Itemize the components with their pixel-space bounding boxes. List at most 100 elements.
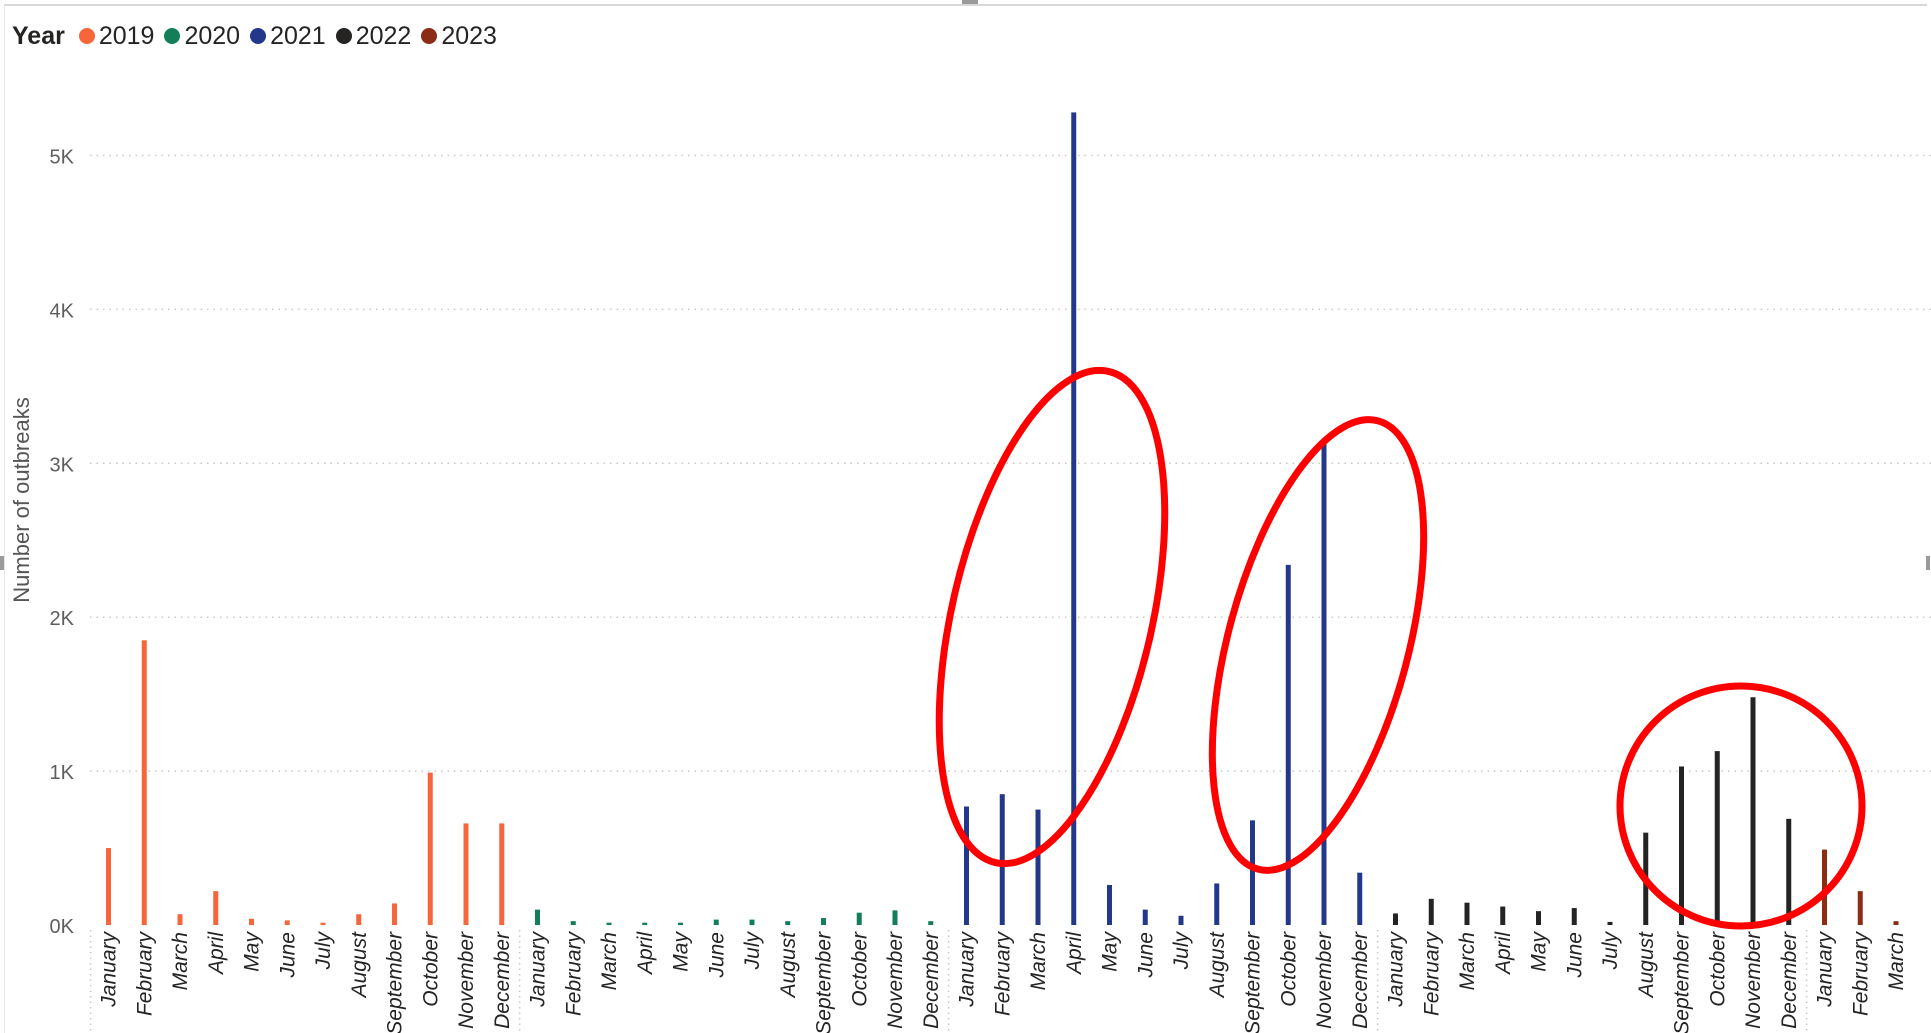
bar [1357, 872, 1363, 925]
x-tick-label: December [1778, 931, 1801, 1029]
x-tick-label: September [1242, 931, 1265, 1033]
x-tick-label: September [813, 931, 836, 1033]
legend-item-2019[interactable]: 2019 [78, 22, 154, 51]
annotation-ellipse [935, 366, 1169, 868]
x-tick-label: May [1528, 931, 1551, 972]
x-tick-label: January [98, 931, 121, 1008]
bar [1035, 809, 1041, 925]
legend-dot-icon [250, 28, 267, 44]
y-tick-label: 1K [50, 762, 75, 784]
x-tick-label: June [1563, 932, 1586, 979]
bar [284, 920, 290, 925]
y-tick-label: 2K [50, 608, 75, 630]
bar [606, 922, 612, 925]
x-tick-label: May [241, 931, 264, 972]
legend-item-2023[interactable]: 2023 [421, 22, 497, 51]
resize-handle-left[interactable] [0, 556, 4, 570]
x-tick-label: February [991, 931, 1014, 1017]
bar [856, 912, 862, 925]
x-tick-label: September [384, 931, 407, 1033]
x-tick-label: October [848, 931, 871, 1007]
bar [1285, 564, 1291, 925]
bar [427, 772, 433, 925]
bar [892, 910, 898, 925]
bar [499, 823, 505, 925]
bar [749, 919, 755, 925]
bar [1679, 766, 1684, 925]
resize-handle-top[interactable] [962, 0, 978, 4]
x-tick-label: February [133, 931, 156, 1017]
bar [535, 909, 540, 925]
x-tick-label: July [741, 931, 764, 971]
bar [1071, 112, 1077, 925]
bar [642, 922, 648, 925]
x-tick-label: August [1635, 931, 1658, 1000]
x-tick-label: May [670, 931, 693, 972]
bar [1500, 906, 1506, 925]
bar [928, 921, 934, 925]
legend-dot-icon [421, 28, 438, 44]
x-tick-label: March [1456, 932, 1479, 990]
bar [785, 921, 791, 925]
bar [678, 922, 683, 925]
bar [1857, 891, 1863, 925]
x-tick-label: March [598, 932, 621, 990]
x-tick-label: July [1599, 931, 1622, 971]
legend-item-2022[interactable]: 2022 [335, 21, 412, 51]
x-tick-label: February [1420, 931, 1443, 1017]
bar [249, 918, 254, 925]
bar [1822, 849, 1827, 925]
x-tick-label: December [1349, 931, 1372, 1029]
x-tick-label: April [1063, 931, 1086, 976]
bar [713, 919, 719, 925]
x-tick-label: April [1492, 931, 1515, 976]
annotation-ellipse [1208, 416, 1428, 874]
legend-dot-icon [335, 28, 352, 44]
bar [570, 921, 576, 925]
x-tick-label: November [455, 931, 478, 1029]
bar [1142, 909, 1148, 925]
annotation-ellipse [1616, 682, 1866, 930]
bar [821, 918, 826, 925]
legend-item-2021[interactable]: 2021 [250, 22, 326, 51]
legend-item-2020[interactable]: 2020 [164, 22, 240, 51]
bar [1464, 902, 1470, 925]
x-tick-label: June [705, 932, 728, 979]
x-tick-label: January [527, 931, 550, 1008]
x-tick-label: July [1170, 931, 1193, 971]
x-tick-label: September [1671, 931, 1694, 1033]
legend-title: Year [12, 21, 65, 50]
x-tick-label: January [956, 931, 979, 1008]
bar [141, 640, 147, 925]
bar [1321, 440, 1327, 925]
legend-dot-icon [78, 28, 95, 44]
resize-handle-right[interactable] [1926, 556, 1930, 570]
bar [1750, 697, 1756, 925]
x-tick-label: November [884, 931, 907, 1029]
legend-dot-icon [164, 28, 181, 44]
y-tick-label: 5K [50, 147, 75, 169]
bar [1178, 915, 1184, 925]
bar [177, 914, 183, 925]
x-tick-label: May [1099, 931, 1122, 972]
x-tick-label: March [1027, 932, 1050, 990]
bar [1428, 898, 1434, 925]
x-tick-label: March [1885, 932, 1908, 990]
y-tick-label: 4K [50, 300, 75, 322]
x-tick-label: March [169, 932, 192, 990]
legend-label: 2023 [441, 21, 497, 50]
legend-label: 2022 [355, 21, 412, 50]
x-tick-label: July [312, 931, 335, 971]
bar [1107, 884, 1112, 925]
bar [1786, 818, 1792, 925]
x-tick-label: October [1706, 931, 1729, 1007]
x-tick-label: April [205, 931, 228, 976]
x-tick-label: October [1277, 931, 1300, 1007]
x-tick-label: June [276, 932, 299, 979]
bar [999, 794, 1005, 925]
y-tick-label: 0K [50, 916, 75, 938]
visual-frame [4, 4, 1927, 1033]
x-tick-label: February [562, 931, 585, 1017]
x-tick-label: November [1742, 931, 1765, 1029]
x-tick-label: April [634, 931, 657, 976]
